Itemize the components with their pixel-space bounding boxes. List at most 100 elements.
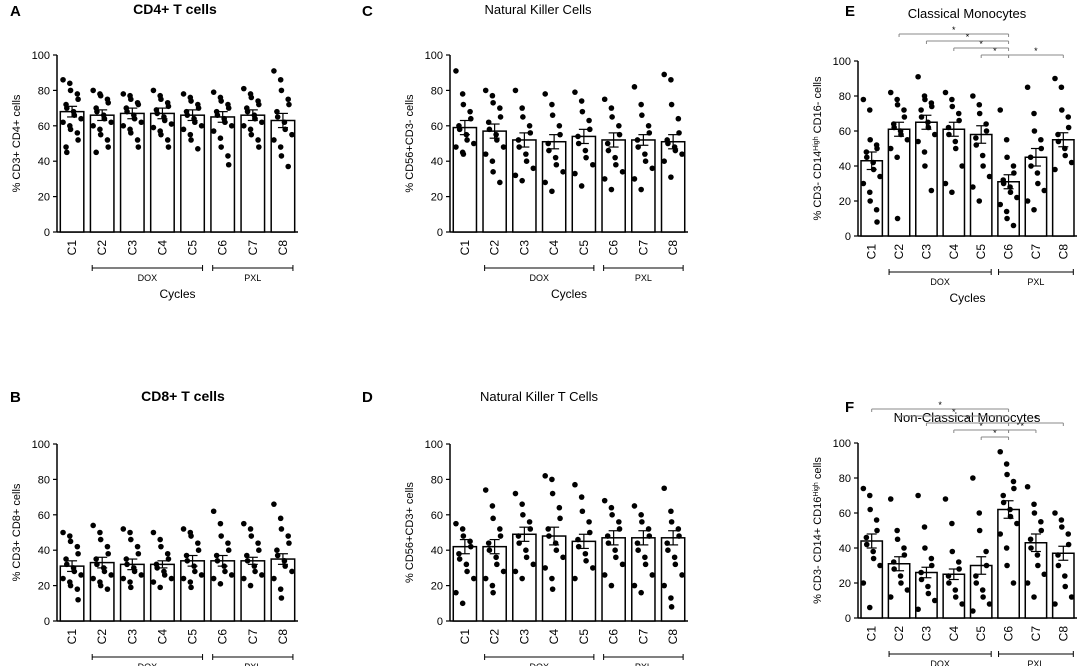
data-point-C6 <box>613 161 619 168</box>
data-point-C3 <box>124 108 130 115</box>
data-point-C6 <box>1000 492 1007 499</box>
data-point-C2 <box>494 137 500 143</box>
data-point-C4 <box>549 586 556 592</box>
bar-C7 <box>1024 156 1048 237</box>
data-point-C6 <box>214 558 221 564</box>
data-point-C6 <box>1010 580 1017 586</box>
data-point-C4 <box>949 548 956 555</box>
data-point-C8 <box>676 130 682 136</box>
x-axis-label: Cycles <box>551 287 587 301</box>
data-point-C2 <box>486 126 493 133</box>
significance-star: * <box>1034 414 1038 424</box>
data-point-C1 <box>867 136 873 143</box>
group-label-pxl: PXL <box>635 273 652 283</box>
data-point-C6 <box>1007 189 1014 196</box>
data-point-C3 <box>135 144 142 150</box>
x-tick-label-C4: C4 <box>947 244 961 260</box>
significance-star: * <box>993 46 997 56</box>
x-tick-label-C1: C1 <box>65 240 79 256</box>
x-tick-label-C6: C6 <box>607 240 621 256</box>
data-point-C6 <box>1000 180 1007 187</box>
data-point-C7 <box>248 131 255 138</box>
y-axis-label-part: % CD3- CD14+ CD16 <box>812 497 824 604</box>
data-point-C5 <box>180 526 187 532</box>
data-point-C1 <box>468 115 474 122</box>
data-point-C4 <box>546 533 552 539</box>
significance-star: * <box>993 428 997 438</box>
x-tick-label-C5: C5 <box>974 626 988 642</box>
data-point-C2 <box>90 87 96 94</box>
data-point-C5 <box>180 575 187 582</box>
data-point-C8 <box>679 151 685 157</box>
data-point-C6 <box>225 153 231 159</box>
data-point-C7 <box>247 582 254 589</box>
data-point-C1 <box>874 219 880 225</box>
data-point-C2 <box>891 124 897 131</box>
group-label-pxl: PXL <box>244 273 261 283</box>
data-point-C1 <box>74 543 81 550</box>
data-point-C8 <box>1062 583 1069 590</box>
data-point-C8 <box>676 533 682 539</box>
data-point-C8 <box>672 561 679 568</box>
data-point-C8 <box>1055 562 1062 569</box>
data-point-C5 <box>973 580 980 586</box>
y-axis-label: % CD3+ CD8+ cells <box>11 483 23 581</box>
data-point-C5 <box>976 110 983 117</box>
data-point-C4 <box>549 101 555 108</box>
data-point-C2 <box>105 550 112 557</box>
data-point-C3 <box>922 96 928 103</box>
x-tick-label-C8: C8 <box>666 629 680 645</box>
data-point-C3 <box>519 575 525 582</box>
data-point-C7 <box>634 540 641 546</box>
x-tick-label-C2: C2 <box>95 629 109 645</box>
data-point-C7 <box>1031 510 1038 516</box>
data-point-C3 <box>915 606 921 613</box>
data-point-C6 <box>616 123 622 129</box>
data-point-C8 <box>281 558 288 564</box>
data-point-C4 <box>552 154 559 161</box>
data-point-C8 <box>1068 594 1075 600</box>
data-point-C2 <box>887 89 894 96</box>
data-point-C7 <box>240 85 247 92</box>
data-point-C8 <box>1055 138 1062 145</box>
data-point-C6 <box>210 89 217 95</box>
data-point-C6 <box>217 135 224 141</box>
data-point-C2 <box>489 503 496 509</box>
data-point-C2 <box>500 144 507 150</box>
data-point-C3 <box>915 492 921 499</box>
y-tick-label: 40 <box>38 156 50 168</box>
y-tick-label: 60 <box>839 126 851 138</box>
data-point-C4 <box>542 91 548 97</box>
data-point-C8 <box>271 575 277 582</box>
data-point-C3 <box>918 576 925 583</box>
data-point-C3 <box>527 526 534 532</box>
data-point-C3 <box>512 568 519 575</box>
data-point-C4 <box>949 96 955 103</box>
data-point-C6 <box>228 572 235 578</box>
data-point-C5 <box>578 183 585 189</box>
data-point-C5 <box>976 510 983 516</box>
data-point-C5 <box>188 533 194 539</box>
data-point-C3 <box>127 529 133 536</box>
y-tick-label: 100 <box>32 439 50 451</box>
y-tick-label: 80 <box>839 473 851 485</box>
data-point-C4 <box>164 137 171 143</box>
data-point-C8 <box>679 572 685 578</box>
data-point-C1 <box>64 149 70 156</box>
data-point-C7 <box>244 558 251 564</box>
x-axis-label: Cycles <box>159 287 195 301</box>
data-point-C1 <box>870 159 876 166</box>
data-point-C2 <box>497 526 503 532</box>
data-point-C2 <box>93 149 99 156</box>
group-label-pxl: PXL <box>635 662 652 666</box>
data-point-C8 <box>1052 75 1058 82</box>
data-point-C6 <box>604 533 611 539</box>
data-point-C6 <box>214 112 221 118</box>
data-point-C7 <box>649 572 656 578</box>
data-point-C3 <box>526 519 533 525</box>
data-point-C7 <box>240 520 247 527</box>
x-tick-label-C7: C7 <box>636 629 650 645</box>
data-point-C7 <box>649 165 656 172</box>
data-point-C3 <box>918 569 924 576</box>
panel-letter: B <box>10 389 21 406</box>
